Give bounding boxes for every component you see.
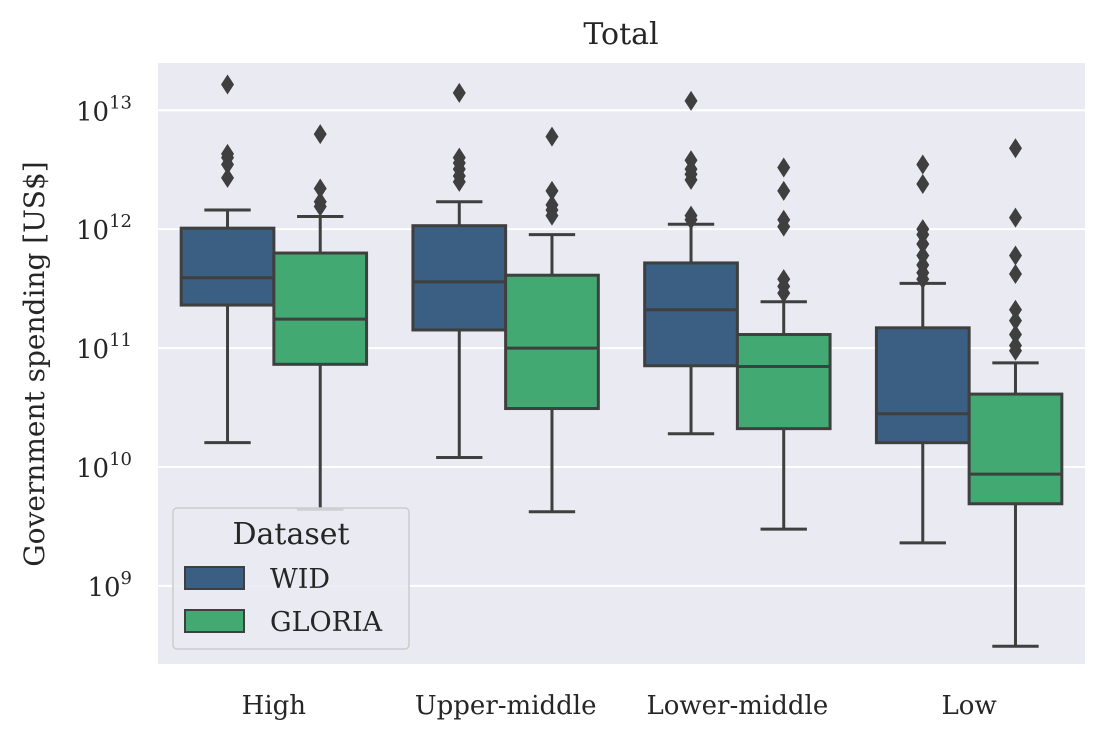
box-iqr (179, 226, 276, 307)
legend-swatch-wid (184, 566, 245, 590)
y-tick-label: 1011 (76, 330, 132, 365)
outlier-point (221, 167, 235, 188)
outlier-point (1008, 324, 1022, 345)
x-tick-label: Upper-middle (415, 691, 597, 721)
x-tick-label: High (242, 691, 307, 721)
legend-label-wid: WID (270, 564, 330, 595)
outlier-point (1008, 263, 1022, 284)
y-axis-label: Government spending [US$] (18, 161, 51, 566)
box-iqr (735, 333, 832, 431)
box-gloria (735, 157, 832, 531)
legend-title: Dataset (232, 517, 349, 552)
box-wid (643, 90, 739, 436)
legend-swatch-gloria (184, 609, 245, 633)
outlier-point (1008, 335, 1022, 356)
box-gloria (967, 138, 1064, 648)
box-iqr (874, 326, 971, 445)
outlier-point (545, 126, 559, 147)
outlier-point (684, 90, 698, 111)
outlier-point (684, 150, 698, 171)
outlier-point (452, 82, 466, 103)
box-iqr (272, 251, 369, 366)
outlier-point (777, 180, 791, 201)
outlier-point (545, 194, 559, 215)
box-iqr (643, 261, 739, 368)
y-tick-label: 1013 (76, 92, 132, 127)
chart-title: Total (583, 17, 658, 52)
legend-label-gloria: GLORIA (270, 607, 383, 638)
x-tick-label: Lower-middle (647, 691, 829, 721)
outlier-point (1008, 310, 1022, 331)
box-gloria (504, 126, 600, 514)
outlier-point (313, 191, 327, 212)
outlier-point (221, 74, 235, 95)
box-gloria (272, 124, 369, 511)
legend: Dataset WID GLORIA (172, 507, 410, 650)
outlier-point (777, 209, 791, 230)
outlier-point (221, 143, 235, 164)
outlier-point (1008, 299, 1022, 320)
outlier-point (452, 147, 466, 168)
outlier-point (916, 219, 930, 240)
y-tick-label: 1010 (76, 449, 132, 484)
outlier-point (916, 245, 930, 266)
outlier-point (545, 180, 559, 201)
outlier-point (313, 124, 327, 145)
y-tick-label: 109 (87, 568, 132, 603)
outlier-point (1008, 138, 1022, 159)
outlier-point (1008, 245, 1022, 266)
x-tick-label: Low (942, 691, 997, 721)
outlier-point (916, 154, 930, 175)
box-wid (179, 74, 276, 445)
outlier-point (1008, 207, 1022, 228)
outlier-point (777, 269, 791, 290)
box-wid (874, 154, 971, 545)
box-iqr (967, 392, 1064, 506)
y-tick-label: 1012 (76, 211, 132, 246)
box-wid (411, 82, 508, 460)
outlier-point (916, 173, 930, 194)
box-iqr (504, 273, 600, 411)
outlier-point (777, 157, 791, 178)
outlier-point (684, 205, 698, 226)
outlier-point (313, 178, 327, 199)
box-iqr (411, 224, 508, 332)
